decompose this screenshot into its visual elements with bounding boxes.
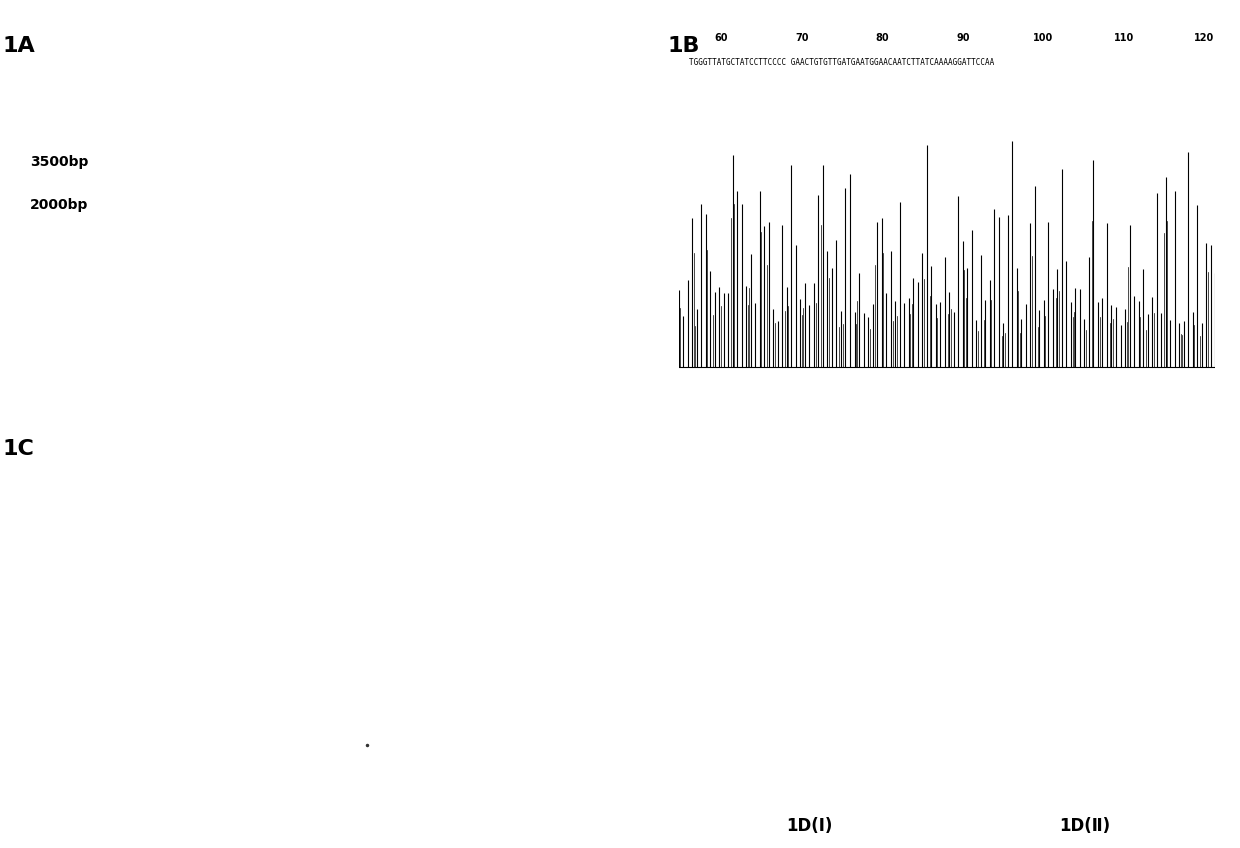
Polygon shape [309,184,373,216]
Polygon shape [781,488,802,539]
Polygon shape [775,566,786,591]
Bar [143,279,196,290]
Polygon shape [724,533,738,558]
Polygon shape [900,725,909,742]
Text: 70: 70 [795,32,808,42]
Text: 1A: 1A [2,36,36,56]
Polygon shape [863,594,882,616]
Text: 90: 90 [956,32,970,42]
Polygon shape [802,583,825,605]
Polygon shape [228,184,293,216]
Text: 2: 2 [324,0,336,4]
Text: 1B: 1B [668,36,701,56]
Text: 80: 80 [875,32,889,42]
Polygon shape [804,599,830,636]
Polygon shape [758,748,773,767]
Polygon shape [728,654,740,703]
Polygon shape [739,589,765,628]
Polygon shape [791,605,804,621]
Text: 4: 4 [485,0,497,4]
Text: 5: 5 [565,0,578,4]
Text: 60: 60 [714,32,728,42]
Text: 1C: 1C [2,439,35,460]
Polygon shape [812,728,836,765]
Polygon shape [839,494,856,537]
Polygon shape [760,669,784,697]
Polygon shape [847,677,863,700]
Polygon shape [847,469,868,499]
Text: TGGGTTATGCTATCCTTCCCC GAACTGTGTTGATGAATGGAACAATCTTATCAAAAGGATTCCAA: TGGGTTATGCTATCCTTCCCC GAACTGTGTTGATGAATG… [689,58,994,67]
Polygon shape [883,650,901,670]
Polygon shape [901,516,915,541]
Polygon shape [756,600,785,622]
Polygon shape [894,700,914,722]
Polygon shape [706,630,722,662]
Polygon shape [761,625,771,677]
Text: 3500bp: 3500bp [30,155,88,170]
Polygon shape [812,724,835,747]
Polygon shape [830,555,847,570]
Polygon shape [835,587,862,617]
Text: 110: 110 [1114,32,1135,42]
Polygon shape [386,135,456,173]
Polygon shape [852,594,883,616]
Polygon shape [677,593,711,631]
Polygon shape [827,494,838,549]
Polygon shape [867,605,888,638]
Polygon shape [707,720,727,746]
Polygon shape [863,689,879,712]
Text: 1: 1 [243,0,255,4]
Text: M: M [160,0,177,4]
Polygon shape [789,535,810,572]
Polygon shape [853,665,869,690]
Polygon shape [889,745,914,772]
Polygon shape [718,556,738,584]
Polygon shape [537,126,606,166]
Polygon shape [913,557,930,589]
Text: 120: 120 [1194,32,1215,42]
Text: 2000bp: 2000bp [30,198,88,213]
Polygon shape [784,739,806,768]
Polygon shape [743,480,751,533]
Text: 100: 100 [1033,32,1054,42]
Text: 1D(Ⅰ): 1D(Ⅰ) [786,817,832,835]
Text: 1D(Ⅱ): 1D(Ⅱ) [1059,817,1111,835]
Bar [466,118,537,127]
Text: 3: 3 [404,0,417,4]
Polygon shape [796,719,810,752]
Polygon shape [720,644,733,668]
